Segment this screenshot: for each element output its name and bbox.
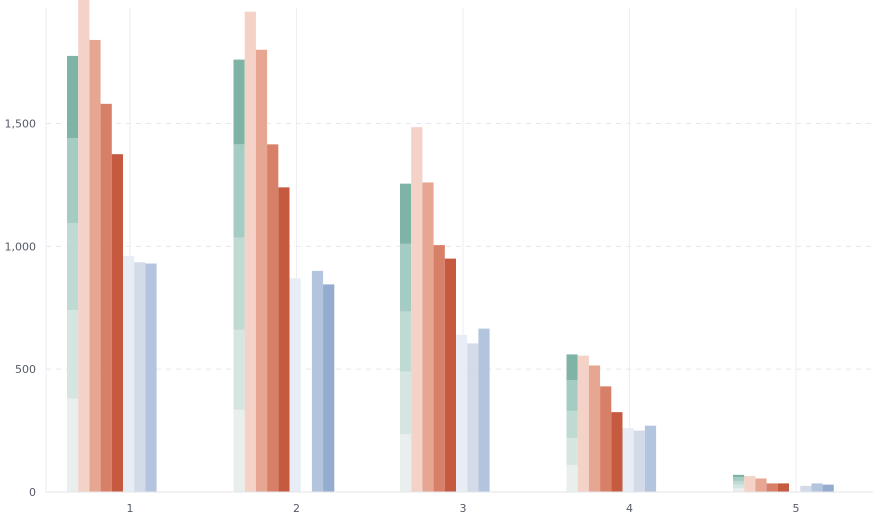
x-tick-label: 1 [127, 502, 134, 515]
bar-segment [400, 183, 412, 244]
bar [644, 425, 657, 492]
bar-clipped [78, 0, 90, 492]
y-tick-label: 1,500 [5, 117, 37, 130]
bar [145, 263, 157, 492]
bar [255, 49, 268, 492]
tick-labels: 500 1,000 1,500 0 1 2 3 4 5 [5, 117, 800, 515]
bar [411, 127, 423, 493]
bar [577, 355, 589, 492]
bar-segment [566, 464, 578, 492]
bar [456, 334, 468, 492]
bar-segment [233, 144, 245, 238]
bar-segment [233, 59, 245, 145]
bar-segment [400, 243, 412, 312]
bar-segment [566, 354, 578, 381]
bar [422, 182, 434, 492]
bar [811, 483, 823, 492]
bar-segment [67, 222, 79, 311]
bar [633, 430, 645, 492]
bar-segment [233, 329, 245, 410]
bar-segment [733, 474, 745, 478]
bar [744, 476, 756, 492]
bar-segment [566, 437, 578, 465]
bar-segment [233, 237, 245, 330]
bar [822, 484, 834, 492]
bar [289, 278, 301, 492]
bar [267, 144, 279, 492]
bar [588, 365, 601, 492]
bar [433, 245, 445, 492]
bar [278, 187, 290, 492]
x-tick-label: 5 [793, 502, 800, 515]
bar [311, 270, 324, 492]
bar-segment [67, 55, 79, 139]
y-tick-label: 500 [15, 363, 36, 376]
bar-segment [233, 409, 245, 492]
bar-segment [400, 371, 412, 435]
bar [123, 256, 135, 492]
bar [100, 103, 112, 492]
bar-segment [400, 311, 412, 372]
bar-segment [733, 488, 745, 492]
bar-segment [733, 480, 745, 485]
bar [244, 11, 256, 493]
bar [777, 483, 789, 492]
bar [478, 328, 490, 492]
x-tick-label: 2 [293, 502, 300, 515]
bar [622, 428, 634, 492]
bar [611, 412, 623, 492]
y-tick-label: 1,000 [5, 240, 37, 253]
bar-segment [67, 398, 79, 492]
bar [89, 39, 101, 492]
bar [444, 258, 456, 492]
bar-segment [566, 410, 578, 438]
bar-segment [566, 380, 578, 411]
x-tick-label: 3 [460, 502, 467, 515]
bar-segment [67, 310, 79, 399]
y-tick-label: 0 [29, 486, 36, 499]
bar [111, 154, 123, 492]
bar [323, 284, 335, 492]
bar [755, 478, 767, 492]
bar [766, 483, 778, 492]
bar-segment [733, 477, 745, 481]
bar [467, 343, 479, 492]
bar [800, 485, 812, 492]
x-tick-label: 4 [626, 502, 633, 515]
bar-segment [733, 484, 745, 489]
bar-segment [400, 434, 412, 492]
bar [134, 262, 146, 492]
bar [600, 386, 612, 492]
bar-segment [67, 138, 79, 223]
bars [67, 0, 834, 493]
